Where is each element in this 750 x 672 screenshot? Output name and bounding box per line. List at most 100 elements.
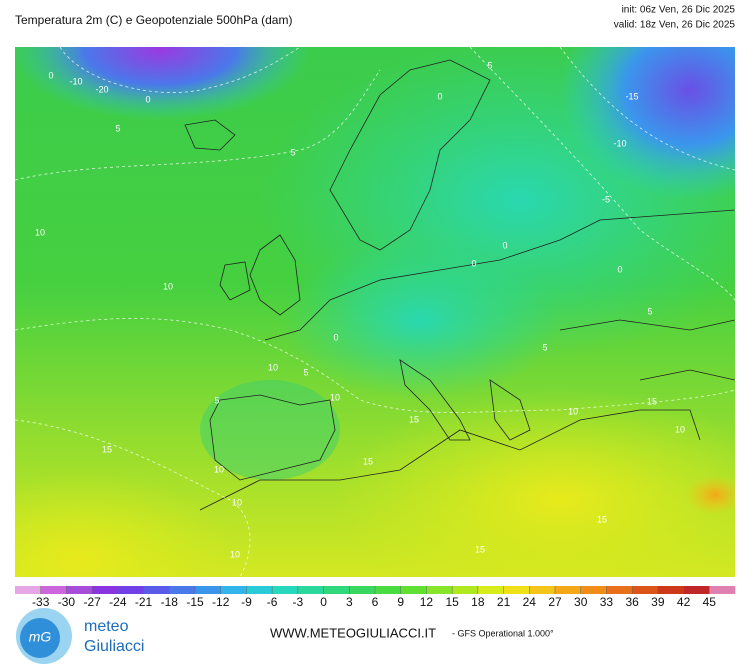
contour-label: 5 [303, 367, 308, 377]
colorbar-label: 39 [651, 595, 665, 609]
colorbar-swatch [632, 586, 659, 594]
colorbar-label: -9 [241, 595, 252, 609]
contour-label: 0 [617, 264, 622, 274]
contour-label: 10 [214, 464, 224, 474]
colorbar-swatch [529, 586, 556, 594]
logo: mG meteo Giuliacci [16, 608, 144, 664]
colorbar-label: 12 [420, 595, 434, 609]
colorbar-swatch [375, 586, 402, 594]
colorbar-swatch [400, 586, 427, 594]
contour-label: -5 [602, 194, 610, 204]
contour-label: 5 [290, 147, 295, 157]
colorbar-label: 45 [703, 595, 717, 609]
colorbar-label: -21 [135, 595, 153, 609]
contour-label: 15 [363, 456, 373, 466]
contour-label: 0 [333, 332, 338, 342]
contour-label: -15 [625, 91, 638, 101]
isotherms [15, 47, 735, 577]
colorbar-label: -27 [83, 595, 101, 609]
colorbar-swatch [246, 586, 273, 594]
colorbar-label: 21 [497, 595, 511, 609]
colorbar-label: -30 [58, 595, 76, 609]
colorbar-swatch [503, 586, 530, 594]
colorbar-label: 18 [471, 595, 485, 609]
colorbar-label: 36 [625, 595, 639, 609]
colorbar-swatch [657, 586, 684, 594]
colorbar-label: -6 [267, 595, 278, 609]
contour-label: 10 [568, 406, 578, 416]
title: Temperatura 2m (C) e Geopotenziale 500hP… [15, 13, 292, 27]
contour-label: -20 [95, 84, 108, 94]
colorbar-swatch [169, 586, 196, 594]
contour-label: 10 [675, 424, 685, 434]
map: 0 -10 -20 0 5 5 10 10 5 0 -15 -10 -5 0 0 0 5 10 5 10 5 15 15 10… [15, 47, 735, 577]
colorbar-label: 6 [372, 595, 379, 609]
colorbar-label: -24 [109, 595, 127, 609]
contour-label: 0 [471, 258, 476, 268]
contour-label: 15 [102, 444, 112, 454]
colorbar-swatch [452, 586, 479, 594]
colorbar-swatch [477, 586, 504, 594]
colorbar-label: 24 [523, 595, 537, 609]
colorbar-swatch [297, 586, 324, 594]
colorbar-swatch [92, 586, 119, 594]
contour-label: 10 [268, 362, 278, 372]
colorbar-label: 15 [445, 595, 459, 609]
colorbar-swatch [220, 586, 247, 594]
valid-time: valid: 18z Ven, 26 Dic 2025 [614, 20, 736, 31]
colorbar-label: 30 [574, 595, 588, 609]
colorbar-swatch [709, 586, 736, 594]
contour-label: 5 [647, 306, 652, 316]
colorbar-swatch [143, 586, 170, 594]
contour-label: -10 [69, 76, 82, 86]
contour-label: 0 [48, 70, 53, 80]
colorbar-label: -33 [32, 595, 50, 609]
colorbar-swatch [683, 586, 710, 594]
contour-label: 5 [115, 123, 120, 133]
logo-top: meteo [84, 618, 129, 635]
colorbar-label: 3 [346, 595, 353, 609]
contour-label: 10 [35, 227, 45, 237]
colorbar-label: 27 [548, 595, 562, 609]
logo-bottom: Giuliacci [84, 638, 144, 655]
colorbar-swatch [349, 586, 376, 594]
contour-label: 15 [475, 544, 485, 554]
coastlines [184, 59, 735, 511]
colorbar-swatch [272, 586, 299, 594]
colorbar-swatch [117, 586, 144, 594]
contour-label: 5 [542, 342, 547, 352]
colorbar-label: 0 [320, 595, 327, 609]
colorbar-label: -12 [212, 595, 230, 609]
colorbar-swatch [15, 586, 42, 594]
colorbar-label: 9 [397, 595, 404, 609]
contour-label: 5 [487, 60, 492, 70]
colorbar-swatch [426, 586, 453, 594]
contour-label: 0 [145, 94, 150, 104]
model: - GFS Operational 1.000° [452, 628, 554, 638]
contour-label: 15 [647, 396, 657, 406]
contour-label: 10 [330, 392, 340, 402]
colorbar-swatch [555, 586, 582, 594]
contour-label: 15 [597, 514, 607, 524]
logo-mark: mG [29, 629, 52, 645]
contour-label: 15 [409, 414, 419, 424]
website: WWW.METEOGIULIACCI.IT [270, 625, 436, 640]
colorbar-swatch [195, 586, 222, 594]
colorbar-label: 33 [600, 595, 614, 609]
contour-label: 5 [214, 395, 219, 405]
contour-label: 10 [230, 549, 240, 559]
colorbar-swatch [323, 586, 350, 594]
init-time: init: 06z Ven, 26 Dic 2025 [622, 5, 736, 16]
colorbar-label: -3 [293, 595, 304, 609]
contour-label: -10 [613, 138, 626, 148]
contour-label: 0 [437, 91, 442, 101]
contour-label: 10 [163, 281, 173, 291]
contour-label: 0 [502, 240, 507, 250]
colorbar-label: 42 [677, 595, 691, 609]
colorbar-swatch [40, 586, 67, 594]
colorbar-label: -18 [161, 595, 179, 609]
colorbar-swatch [66, 586, 93, 594]
colorbar-swatch [606, 586, 633, 594]
colorbar-label: -15 [186, 595, 204, 609]
